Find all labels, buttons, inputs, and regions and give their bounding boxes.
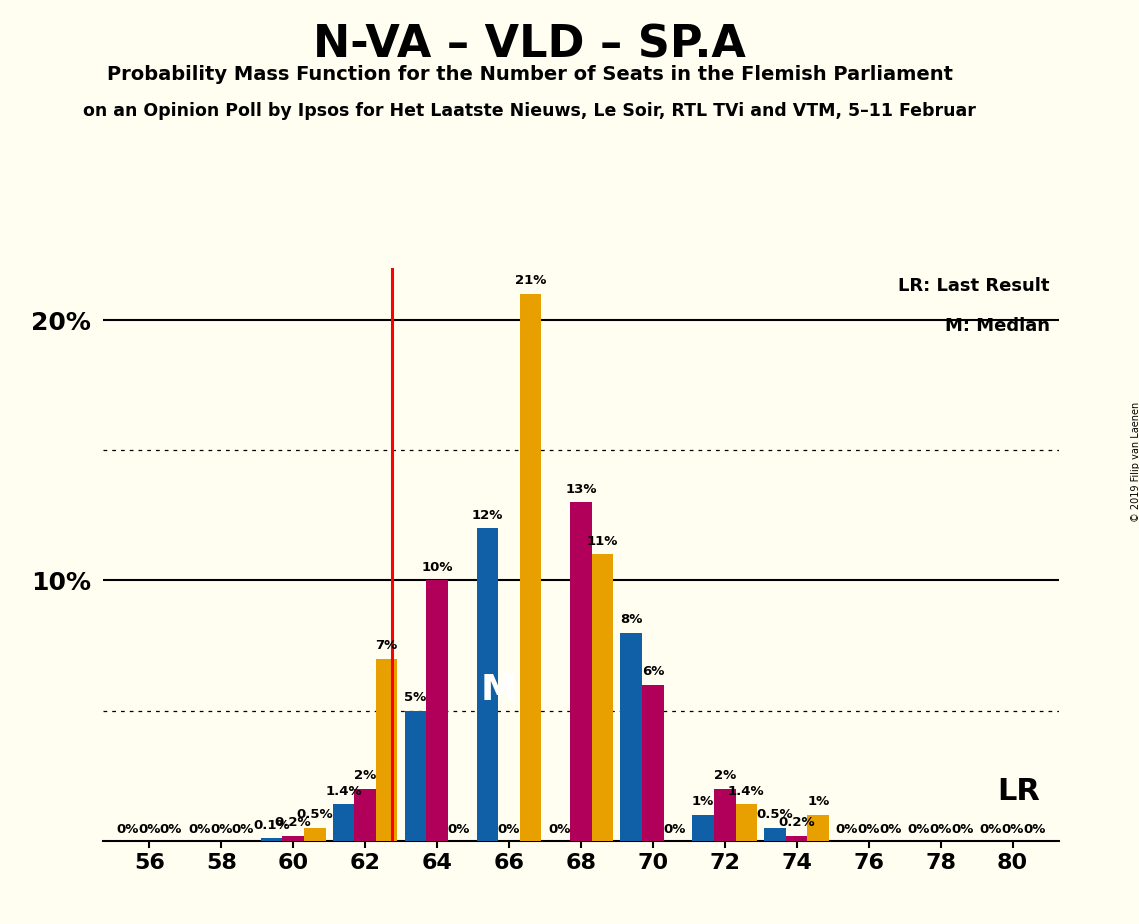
Text: 0.1%: 0.1% (253, 819, 289, 832)
Text: 2%: 2% (354, 770, 376, 783)
Text: 0%: 0% (231, 823, 254, 836)
Text: 0%: 0% (908, 823, 931, 836)
Text: 5%: 5% (404, 691, 427, 704)
Text: 1.4%: 1.4% (728, 784, 764, 798)
Text: M: Median: M: Median (944, 317, 1050, 334)
Bar (354, 789, 376, 841)
Text: 0.5%: 0.5% (756, 808, 794, 821)
Text: N-VA – VLD – SP.A: N-VA – VLD – SP.A (313, 23, 746, 67)
Text: 0%: 0% (498, 823, 521, 836)
Text: 1%: 1% (808, 796, 829, 808)
Bar (621, 633, 642, 841)
Text: 0%: 0% (448, 823, 469, 836)
Text: 0%: 0% (159, 823, 182, 836)
Text: 0%: 0% (1023, 823, 1046, 836)
Text: 12%: 12% (472, 509, 503, 522)
Bar (261, 838, 282, 841)
Text: 7%: 7% (376, 639, 398, 652)
Text: 0.2%: 0.2% (274, 816, 311, 829)
Bar (404, 711, 426, 841)
Text: M: M (481, 673, 516, 707)
Text: 0%: 0% (548, 823, 571, 836)
Text: © 2019 Filip van Laenen: © 2019 Filip van Laenen (1131, 402, 1139, 522)
Bar (519, 294, 541, 841)
Text: Probability Mass Function for the Number of Seats in the Flemish Parliament: Probability Mass Function for the Number… (107, 65, 952, 84)
Text: 0%: 0% (116, 823, 139, 836)
Bar (476, 529, 498, 841)
Text: 13%: 13% (565, 483, 597, 496)
Text: 10%: 10% (421, 561, 453, 574)
Text: 6%: 6% (641, 665, 664, 678)
Text: 0%: 0% (929, 823, 952, 836)
Text: LR: LR (997, 777, 1040, 807)
Bar (808, 815, 829, 841)
Bar (642, 685, 664, 841)
Text: 21%: 21% (515, 274, 547, 287)
Text: 0.5%: 0.5% (296, 808, 333, 821)
Bar (591, 554, 613, 841)
Text: 0%: 0% (663, 823, 686, 836)
Bar (764, 828, 786, 841)
Bar (333, 805, 354, 841)
Bar (376, 659, 398, 841)
Bar (571, 503, 591, 841)
Text: 1.4%: 1.4% (326, 784, 362, 798)
Text: 0%: 0% (980, 823, 1002, 836)
Bar (736, 805, 757, 841)
Text: 0%: 0% (188, 823, 211, 836)
Bar (282, 835, 304, 841)
Text: 0%: 0% (1001, 823, 1024, 836)
Text: 0%: 0% (879, 823, 901, 836)
Text: 0%: 0% (210, 823, 232, 836)
Text: 0.2%: 0.2% (778, 816, 816, 829)
Text: on an Opinion Poll by Ipsos for Het Laatste Nieuws, Le Soir, RTL TVi and VTM, 5–: on an Opinion Poll by Ipsos for Het Laat… (83, 102, 976, 119)
Bar (714, 789, 736, 841)
Text: 0%: 0% (138, 823, 161, 836)
Bar (304, 828, 326, 841)
Text: 11%: 11% (587, 535, 618, 548)
Bar (426, 580, 448, 841)
Text: 1%: 1% (693, 796, 714, 808)
Text: 2%: 2% (714, 770, 736, 783)
Text: LR: Last Result: LR: Last Result (899, 276, 1050, 295)
Text: 0%: 0% (858, 823, 879, 836)
Bar (786, 835, 808, 841)
Text: 0%: 0% (951, 823, 974, 836)
Text: 8%: 8% (620, 613, 642, 626)
Text: 0%: 0% (836, 823, 859, 836)
Bar (693, 815, 714, 841)
